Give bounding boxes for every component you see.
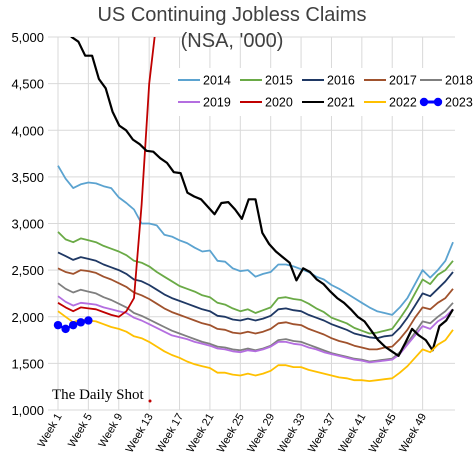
legend-item-2017: 2017 [364,74,417,88]
y-tick-label: 2,500 [11,263,44,278]
legend-marker [419,97,429,107]
series-line-2017 [57,267,454,351]
legend-item-2023: 2023 [419,96,473,110]
legend-item-2019: 2019 [178,96,231,110]
series-line-2022 [57,310,454,383]
x-tick-label: Week 49 [397,412,429,455]
legend-item-2021: 2021 [302,96,355,110]
series-layer [53,37,454,383]
legend-label: 2019 [203,96,231,110]
y-tick-label: 1,000 [11,403,44,418]
legend-label: 2021 [327,96,355,110]
series-line-2016 [57,251,454,340]
series-line-2018 [57,282,454,363]
legend-marker [433,97,443,107]
legend-item-2022: 2022 [364,96,417,110]
y-tick-label: 2,000 [11,310,44,325]
series-point-2023 [76,318,85,327]
x-tick-label: Week 21 [185,412,217,455]
series-point-2023 [68,320,78,330]
legend-label: 2023 [445,96,473,110]
legend-label: 2022 [389,96,417,110]
legend-item-2014: 2014 [178,74,231,88]
legend-label: 2014 [203,74,231,88]
brand-logo-dot [148,399,152,403]
y-tick-label: 4,500 [11,77,44,92]
series-line-2020 [57,37,156,318]
chart-subtitle: (NSA, '000) [181,30,284,52]
series-line-2021 [70,37,454,357]
y-tick-label: 1,500 [11,356,44,371]
legend-label: 2015 [265,74,293,88]
x-tick-label: Week 5 [66,412,95,450]
legend-item-2016: 2016 [302,74,355,88]
legend-background [170,68,472,116]
legend: 2014 2015 2016 2017 2018 2019 2020 2021 2022 2023 [178,74,473,110]
legend-item-2018: 2018 [420,74,473,88]
series-point-2023 [61,324,70,334]
x-tick-label: Week 33 [276,412,308,455]
x-tick-label: Week 9 [96,412,125,450]
x-tick-label: Week 25 [215,412,247,455]
series-line-2015 [57,231,454,335]
legend-label: 2018 [445,74,473,88]
legend-label: 2020 [265,96,293,110]
x-tick-label: Week 37 [306,412,338,455]
x-tick-label: Week 41 [336,412,368,455]
x-tick-label: Week 13 [124,412,156,455]
legend-label: 2017 [389,74,417,88]
series-point-2023 [84,316,93,325]
chart-title: US Continuing Jobless Claims [97,4,366,26]
x-tick-label: Week 29 [245,412,277,455]
y-tick-label: 3,000 [11,217,44,232]
series-line-2014 [57,165,454,316]
legend-label: 2016 [327,74,355,88]
brand-logo-text: The Daily Shot [52,387,144,403]
y-tick-label: 3,500 [11,170,44,185]
y-tick-label: 4,000 [11,123,44,138]
legend-item-2015: 2015 [240,74,293,88]
x-tick-label: Week 17 [154,412,186,455]
y-tick-label: 5,000 [11,30,44,45]
series-point-2023 [53,320,63,330]
y-axis-ticks: 1,000 1,500 2,000 2,500 3,000 3,500 4,000 4,500… [11,30,44,418]
x-tick-label: Week 45 [367,412,399,455]
legend-item-2020: 2020 [240,96,293,110]
